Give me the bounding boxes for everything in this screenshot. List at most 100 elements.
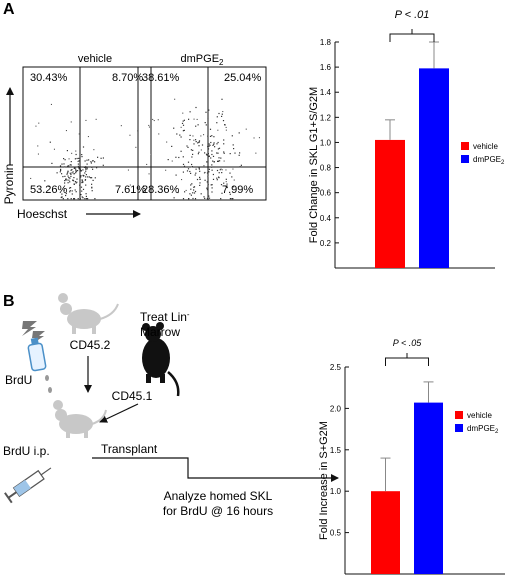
flow-event-dot [203, 134, 205, 136]
flow-event-dot [195, 168, 197, 170]
flow-event-dot [68, 158, 70, 160]
fold-change-bar-chart: 0.2 0.4 0.6 0.8 1.0 1.2 1.4 1.6 1.8 Fold Change i… [308, 9, 505, 269]
flow-event-dot [150, 154, 152, 156]
flow-event-dot [51, 162, 53, 164]
flow-event-dot [206, 189, 208, 191]
flow-event-dot [197, 153, 199, 155]
flow-event-dot [67, 182, 69, 184]
pyronin-axis-label: Pyronin [2, 164, 16, 205]
flow-event-dot [67, 165, 69, 167]
flow-event-dot [206, 161, 208, 163]
flow-event-dot [77, 163, 79, 165]
flow-event-dot [253, 137, 255, 139]
flow-event-dot [190, 172, 192, 174]
y-tick-label: 1.0 [320, 138, 332, 147]
flow-event-dot [192, 197, 194, 200]
flow-event-dot [100, 157, 102, 159]
flow-plot-dmpge2-q-tr: 25.04% [224, 72, 262, 84]
flow-event-dot [209, 144, 211, 146]
flow-event-dot [53, 148, 55, 150]
flow-event-dot [102, 164, 104, 166]
flow-event-dot [148, 124, 150, 126]
flow-event-dot [193, 118, 195, 120]
flow-event-dot [232, 198, 234, 200]
flow-event-dot [195, 106, 197, 109]
flow-event-dot [191, 163, 193, 166]
flow-event-dot [226, 183, 228, 185]
flow-event-dot [73, 173, 75, 175]
flow-event-dot [245, 128, 247, 130]
flow-event-dot [238, 132, 240, 134]
flow-plot-dmpge2-frame [137, 66, 267, 201]
flow-event-dot [203, 196, 205, 198]
flow-event-dot [194, 190, 197, 193]
flow-event-dot [129, 134, 131, 136]
flow-event-dot [82, 169, 84, 171]
flow-event-dot [87, 136, 89, 138]
flow-event-dot [86, 159, 88, 161]
flow-event-dot [76, 181, 78, 183]
flow-event-dot [196, 118, 198, 120]
flow-event-dot [207, 176, 209, 178]
flow-event-dot [166, 141, 168, 143]
flow-event-dot [70, 173, 72, 175]
donor-label: CD45.2 [70, 338, 111, 352]
recipient-mouse-icon [53, 400, 107, 438]
y-axis-label: Fold Change in SKL G1+S/G2M [308, 87, 320, 243]
flow-plot-vehicle-frame [22, 66, 152, 201]
flow-event-dot [70, 121, 72, 123]
flow-event-dot [81, 154, 83, 156]
y-tick-label: 2.0 [330, 404, 342, 413]
flow-event-dot [95, 118, 97, 120]
flow-event-dot [60, 169, 62, 172]
flow-event-dot [217, 152, 219, 154]
flow-event-dot [91, 177, 93, 179]
flow-event-dot [186, 145, 188, 147]
flow-event-dot [65, 130, 67, 132]
flow-event-dot [72, 180, 75, 182]
flow-event-dot [197, 142, 199, 144]
flow-event-dot [64, 175, 66, 177]
flow-event-dot [71, 172, 73, 174]
flow-event-dot [229, 198, 231, 200]
flow-event-dot [175, 174, 177, 176]
flow-event-dot [221, 169, 223, 171]
flow-event-dot [229, 172, 231, 174]
flow-event-dot [78, 168, 80, 170]
flow-event-dot [63, 163, 65, 165]
flow-event-dot [217, 141, 219, 144]
flow-event-dot [220, 157, 222, 159]
flow-event-dot [182, 198, 185, 200]
flow-event-dot [86, 166, 88, 169]
bar-vehicle [371, 491, 400, 574]
flow-event-dot [208, 109, 210, 111]
y-tick-label: 0.8 [320, 164, 332, 173]
flow-event-dot [81, 190, 83, 192]
flow-event-dot [199, 176, 201, 178]
flow-event-dot [198, 168, 200, 170]
flow-event-dot [65, 192, 67, 195]
flow-event-dot [198, 140, 201, 142]
flow-event-dot [255, 152, 257, 154]
flow-event-dot [90, 162, 92, 164]
flow-event-dot [216, 177, 218, 179]
flow-event-dot [56, 172, 58, 174]
flow-event-dot [73, 183, 75, 185]
flow-event-dot [80, 176, 82, 178]
flow-event-dot [75, 150, 77, 152]
flow-event-dot [214, 146, 216, 148]
flow-event-dot [213, 142, 215, 144]
panel-a-letter: A [3, 1, 15, 18]
flow-event-dot [218, 176, 220, 178]
flow-plot-vehicle-q-tr: 8.70% [112, 72, 143, 84]
flow-event-dot [69, 191, 71, 193]
flow-event-dot [85, 193, 87, 195]
analyze-label-line1: Analyze homed SKL [164, 489, 273, 503]
flow-event-dot [213, 166, 215, 168]
flow-event-dot [74, 181, 76, 183]
p-value-annotation: P < .01 [395, 9, 430, 21]
flow-event-dot [49, 141, 51, 143]
legend-swatch [461, 155, 469, 163]
flow-event-dot [79, 168, 82, 170]
flow-event-dot [201, 144, 204, 146]
